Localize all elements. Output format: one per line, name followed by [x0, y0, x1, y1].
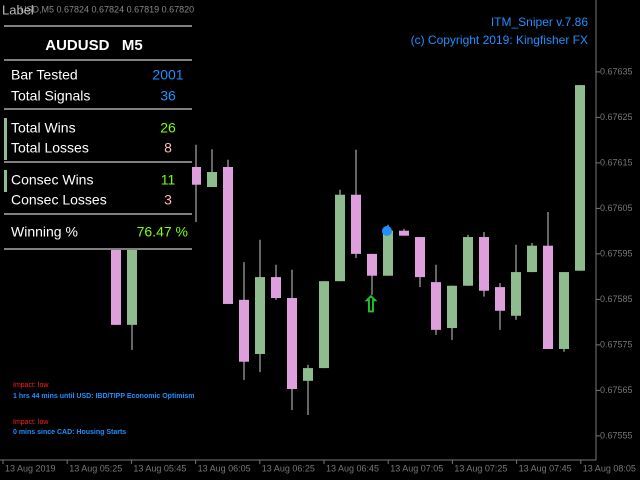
- y-tick-label: 0.67635: [600, 66, 633, 76]
- candle-body: [207, 171, 217, 188]
- x-tick-label: 13 Aug 07:05: [390, 463, 443, 473]
- candle-body: [527, 245, 537, 273]
- candle-body: [255, 277, 265, 354]
- candle-body: [415, 237, 425, 278]
- candle-body: [447, 285, 457, 329]
- y-tick-label: 0.67575: [600, 339, 633, 349]
- candle-body: [431, 282, 441, 330]
- stat-value: 36: [160, 88, 176, 104]
- stat-label: Bar Tested: [11, 67, 78, 83]
- indicator-title: ITM_Sniper v.7.86: [491, 15, 588, 29]
- stat-value: 2001: [152, 67, 183, 83]
- panel-title: AUDUSD M5: [45, 37, 143, 54]
- symbol-line: USD,M5 0.67824 0.67824 0.67819 0.67820: [20, 4, 194, 14]
- x-tick-label: 13 Aug 05:25: [69, 463, 122, 473]
- candle-body: [271, 277, 281, 299]
- x-tick-label: 13 Aug 05:45: [133, 463, 186, 473]
- x-tick-label: 13 Aug 08:05: [583, 463, 636, 473]
- candle-body: [223, 166, 233, 304]
- candle-body: [335, 194, 345, 282]
- y-tick-label: 0.67565: [600, 385, 633, 395]
- stat-label: Consec Wins: [11, 172, 93, 188]
- candle-body: [303, 368, 313, 381]
- corner-label: Label: [2, 2, 34, 17]
- candle-body: [463, 237, 473, 286]
- copyright: (c) Copyright 2019: Kingfisher FX: [411, 33, 588, 47]
- candle-body: [191, 166, 201, 185]
- news-event: 1 hrs 44 mins until USD: IBD/TIPP Econom…: [13, 393, 195, 400]
- candle-body: [287, 298, 297, 390]
- news-event: 0 mins since CAD: Housing Starts: [13, 429, 126, 436]
- x-tick-label: 13 Aug 07:45: [519, 463, 572, 473]
- candle-body: [511, 272, 521, 316]
- panel-bg: [0, 26, 192, 250]
- y-tick-label: 0.67585: [600, 294, 633, 304]
- candle-body: [383, 230, 393, 276]
- stat-value: 26: [160, 120, 176, 136]
- signal-arrow: ⇧: [362, 292, 380, 317]
- y-tick-label: 0.67595: [600, 248, 633, 258]
- candle-body: [111, 249, 121, 325]
- stat-label: Consec Losses: [11, 192, 107, 208]
- candle-body: [543, 245, 553, 349]
- y-tick-label: 0.67615: [600, 157, 633, 167]
- signal-icon: [382, 226, 392, 236]
- news-impact: Impact: low: [13, 419, 49, 426]
- x-tick-label: 13 Aug 07:25: [454, 463, 507, 473]
- stat-label: Total Losses: [11, 140, 89, 156]
- stat-label: Winning %: [11, 224, 78, 240]
- y-tick-label: 0.67605: [600, 203, 633, 213]
- stat-value: 3: [164, 192, 172, 208]
- accent-bar: [4, 170, 7, 192]
- candle-body: [351, 194, 361, 254]
- candle-body: [559, 272, 569, 349]
- candle-body: [319, 281, 329, 369]
- x-tick-label: 13 Aug 06:25: [262, 463, 315, 473]
- candle-body: [495, 287, 505, 311]
- stat-label: Total Wins: [11, 120, 76, 136]
- plot: 0.67635 0.67625 0.67615 0.67605 0.67595 0.675…: [2, 66, 636, 473]
- candle-body: [367, 253, 377, 276]
- news-impact: Impact: low: [13, 382, 49, 389]
- candle-body: [239, 299, 249, 362]
- candle-body: [399, 230, 409, 236]
- x-tick-label: 13 Aug 06:45: [326, 463, 379, 473]
- x-tick-label: 13 Aug 06:05: [198, 463, 251, 473]
- candle-body: [127, 249, 137, 325]
- y-tick-label: 0.67555: [600, 430, 633, 440]
- stat-value: 8: [164, 140, 172, 156]
- stat-value: 76.47 %: [137, 224, 188, 240]
- stat-value: 11: [161, 172, 176, 188]
- stats-panel: AUDUSD M5 Bar Tested 2001 Total Signals 36 T…: [0, 25, 192, 250]
- candle-body: [479, 237, 489, 291]
- accent-bar: [4, 118, 7, 160]
- x-tick-label: 13 Aug 2019: [5, 463, 56, 473]
- stat-label: Total Signals: [11, 88, 90, 104]
- y-tick-label: 0.67625: [600, 112, 633, 122]
- candle-body: [575, 85, 585, 271]
